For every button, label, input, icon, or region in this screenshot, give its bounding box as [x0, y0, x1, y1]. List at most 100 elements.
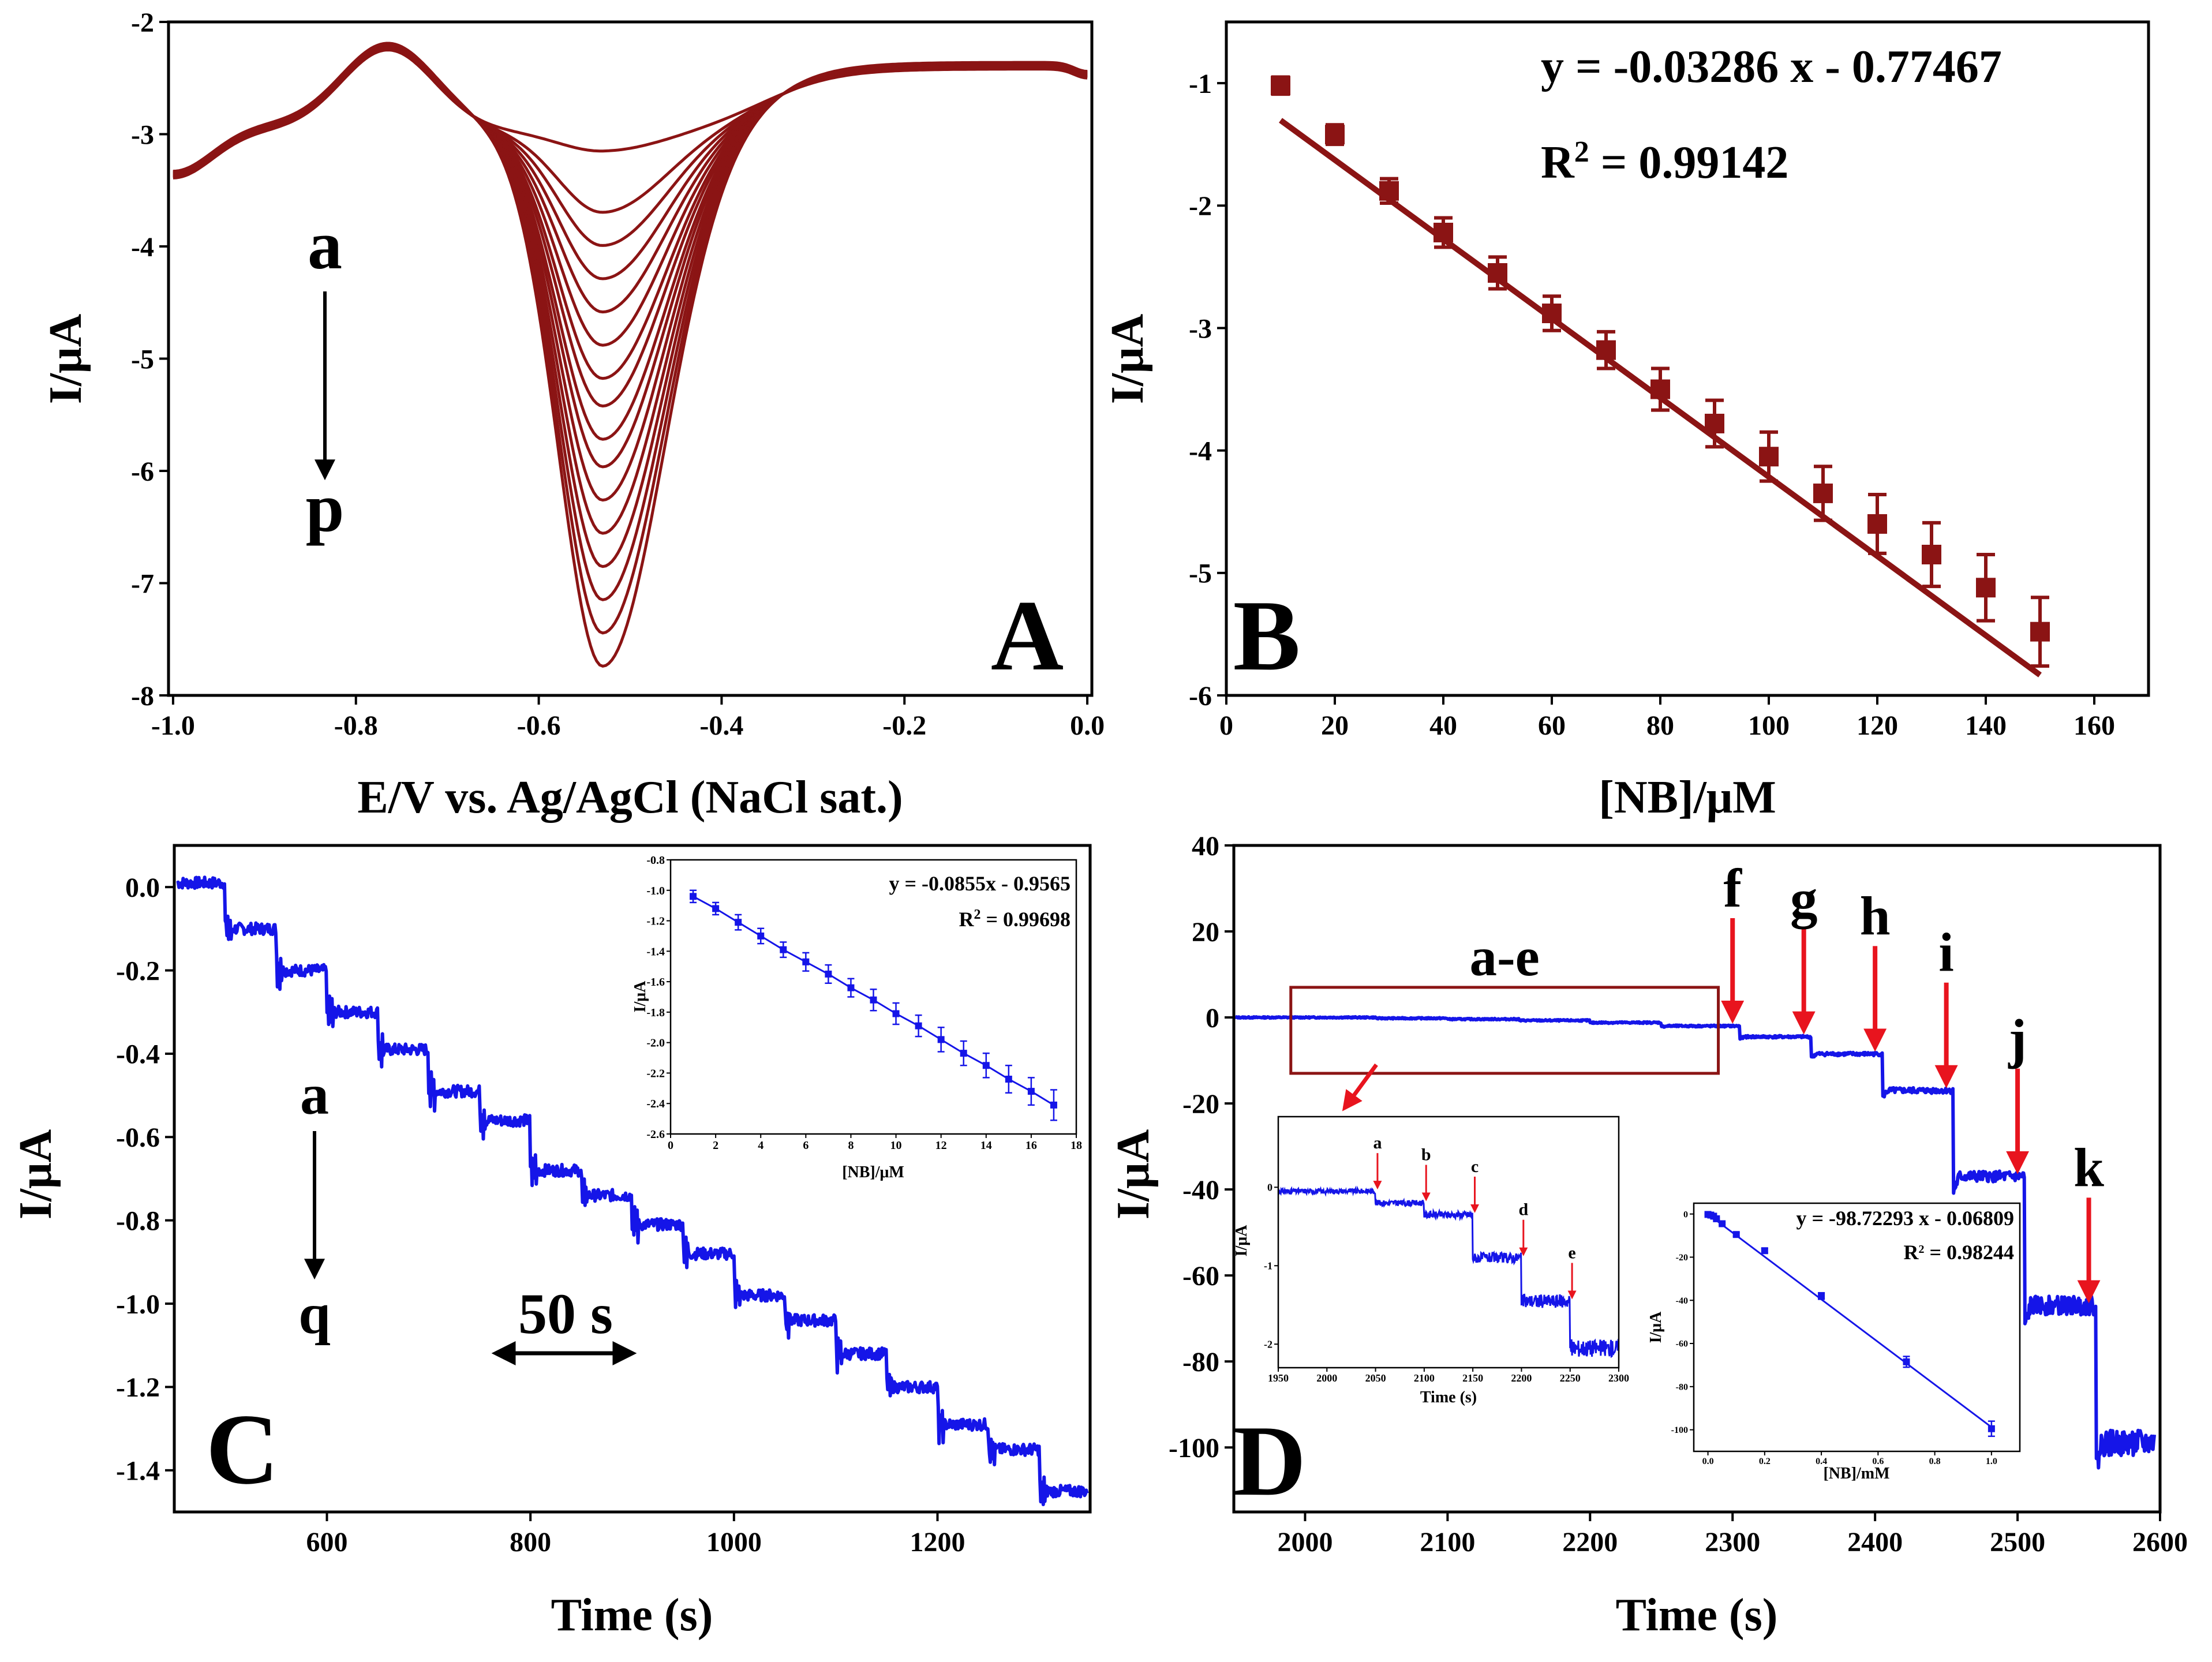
a-y-tick-label: -2 [131, 8, 154, 38]
panel-a-label-p: p [306, 469, 345, 546]
a-y-tick-label: -3 [131, 119, 154, 150]
ci-x-tick-label: 16 [1025, 1139, 1037, 1152]
panel-a-frame [167, 20, 1094, 697]
d1-x-tick-label: 2200 [1511, 1372, 1532, 1384]
panel-c-inset-data-point [735, 919, 742, 926]
b-x-tick-label: 80 [1646, 710, 1674, 741]
d-y-tick-label: -20 [1182, 1089, 1219, 1120]
d2-y-tick-label: 0 [1683, 1210, 1688, 1219]
panel-d-inset-2-data-point [1719, 1220, 1726, 1227]
a-y-tick-label: -5 [131, 344, 154, 375]
a-y-tick-label: -7 [131, 568, 154, 599]
panel-d-inset-2-y-ticks: 0 -20 -40 -60 -80 -100 [1671, 1210, 1694, 1435]
c-y-tick-label: -1.4 [116, 1456, 160, 1487]
d-x-tick-label: 2000 [1277, 1527, 1333, 1558]
b-x-tick-label: 100 [1748, 710, 1790, 741]
panel-c-inset-data-point [757, 932, 765, 939]
d2-x-tick-label: 0.6 [1872, 1457, 1884, 1466]
d-x-tick-label: 2400 [1847, 1527, 1903, 1558]
ci-x-tick-label: 18 [1071, 1139, 1082, 1152]
ci-y-tick-label: -1.8 [646, 1006, 665, 1019]
panel-d-inset-2-data-point [1732, 1231, 1740, 1238]
c-y-tick-label: -0.6 [116, 1122, 160, 1153]
panel-b-data-point [1650, 379, 1670, 399]
panel-c-inset-data-point [1050, 1101, 1057, 1109]
d1-x-tick-label: 1950 [1268, 1372, 1289, 1384]
panel-c-frame [173, 844, 1092, 1514]
ci-y-tick-label: -2.6 [646, 1128, 665, 1141]
b-y-tick-label: -4 [1189, 436, 1212, 466]
panel-d-inset-1-marker-label: d [1518, 1200, 1528, 1219]
d1-x-tick-label: 2250 [1560, 1372, 1581, 1384]
panel-c-inset-equation: y = -0.0855x - 0.9565 [889, 872, 1071, 895]
panel-d-inset-2-fit-line [1707, 1213, 1992, 1428]
panel-b-data-point [1488, 263, 1507, 283]
c-y-tick-label: -1.0 [116, 1289, 160, 1320]
panel-d-inset-1-marker-label: b [1421, 1146, 1431, 1165]
d-y-tick-label: -80 [1182, 1347, 1219, 1377]
a-x-tick-label: -1.0 [151, 710, 195, 741]
panel-a-curve [173, 42, 1088, 668]
panel-c-inset-data-point [960, 1050, 967, 1057]
a-y-tick-label: -8 [131, 681, 154, 712]
ci-x-tick-label: 2 [713, 1139, 718, 1152]
panel-b-data-point [1813, 483, 1833, 503]
ci-y-tick-label: -1.0 [646, 885, 665, 897]
panel-b-data-point [1271, 76, 1290, 96]
ci-x-tick-label: 8 [848, 1139, 854, 1152]
panel-d-box-label: a-e [1469, 926, 1539, 987]
d2-x-tick-label: 1.0 [1986, 1457, 1997, 1466]
panel-c-inset-data-point [825, 970, 832, 978]
c-y-tick-label: -1.2 [116, 1372, 160, 1403]
panel-d-inset-1-x-label: Time (s) [1420, 1388, 1477, 1406]
ci-y-tick-label: -1.6 [646, 976, 665, 989]
panel-d-box-pointer-arrow [1342, 1063, 1378, 1111]
panel-d-inset-1-y-label: I/μA [1233, 1225, 1251, 1257]
c-x-tick-label: 600 [306, 1527, 348, 1558]
panel-d-letter: D [1233, 1405, 1306, 1517]
panel-d-inset-2-plot [1704, 1211, 1995, 1438]
panel-d-inset-1-marker-label: e [1568, 1243, 1575, 1262]
b-x-tick-label: 40 [1429, 710, 1457, 741]
a-y-tick-label: -6 [131, 456, 154, 487]
b-x-tick-label: 160 [2073, 710, 2115, 741]
panel-d-inset-1-x-ticks: 1950 2000 2050 2100 2150 2200 2250 2300 [1268, 1368, 1629, 1384]
panel-b-equation: y = -0.03286 x - 0.77467 [1541, 42, 2002, 92]
b-y-tick-label: -5 [1189, 559, 1212, 589]
panel-c-x-ticks: 600 800 1000 1200 [306, 1512, 965, 1558]
panel-c-scale-label: 50 s [518, 1282, 613, 1346]
panel-d-inset-1-y-ticks: 0 -1 -2 [1264, 1182, 1278, 1350]
d2-x-tick-label: 0.8 [1929, 1457, 1941, 1466]
panel-d-inset-1-marker-label: c [1471, 1157, 1479, 1176]
d-x-tick-label: 2100 [1420, 1527, 1475, 1558]
ci-x-tick-label: 14 [980, 1139, 992, 1152]
ci-y-tick-label: -2.4 [646, 1098, 665, 1110]
b-x-tick-label: 20 [1321, 710, 1349, 741]
panel-c-inset-data-point [802, 958, 810, 965]
panel-c-inset-data-point [915, 1022, 922, 1030]
d1-y-tick-label: 0 [1267, 1182, 1272, 1193]
panel-d-marker-label: i [1938, 922, 1953, 983]
panel-d-marker-label: f [1723, 858, 1742, 919]
panel-c-inset-x-label: [NB]/μM [842, 1163, 904, 1181]
panel-c-inset-data-point [780, 946, 787, 953]
d1-x-tick-label: 2000 [1316, 1372, 1337, 1384]
panel-d-inset-2-r2: R2 = 0.98244 [1903, 1241, 2014, 1264]
panel-b-data-point [1976, 578, 1996, 598]
panel-c-trace [176, 875, 1089, 1506]
panel-d-highlight-box [1289, 986, 1720, 1075]
panel-c-inset-data-point [847, 984, 855, 991]
panel-d-marker-label: j [2008, 1008, 2027, 1069]
c-y-tick-label: -0.4 [116, 1039, 160, 1070]
panel-a: -1.0 -0.8 -0.6 -0.4 -0.2 0.0 -2 -3 -4 -5 -6 -7 -8 E… [40, 8, 1105, 823]
panel-c-inset-r2: R2 = 0.99698 [959, 907, 1071, 931]
d2-y-tick-label: -20 [1676, 1253, 1688, 1263]
panel-a-letter: A [991, 579, 1064, 691]
panel-d-inset-2-data-point [1761, 1247, 1768, 1255]
panel-c-inset-x-ticks: 0 2 4 6 8 10 12 14 16 18 [668, 1134, 1082, 1152]
ci-x-tick-label: 4 [758, 1139, 763, 1152]
panel-b-data-point [1379, 181, 1399, 201]
panel-b-plot [1271, 75, 2050, 677]
panel-c-label-a: a [300, 1062, 329, 1126]
